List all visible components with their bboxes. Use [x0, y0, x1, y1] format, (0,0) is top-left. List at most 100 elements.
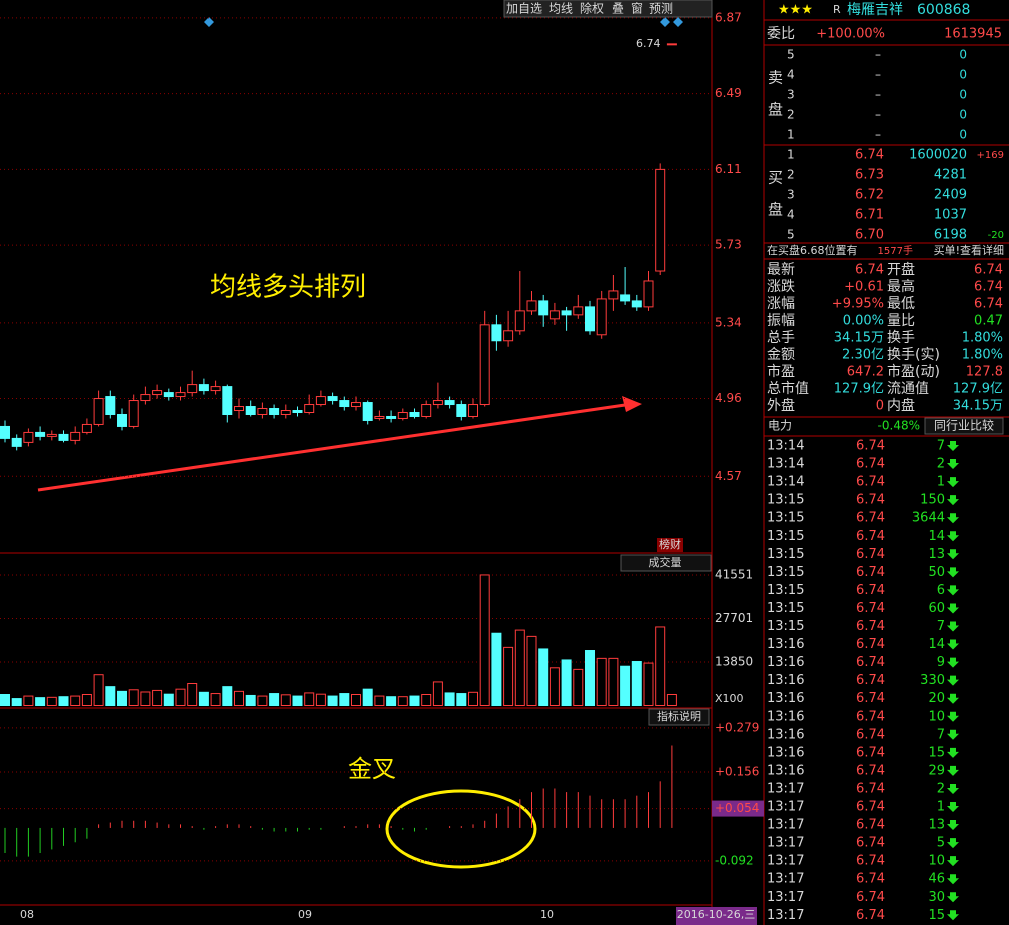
label: 最高	[887, 278, 915, 295]
label: 0	[876, 399, 884, 414]
candle-body	[210, 386, 221, 392]
trade-time: 13:15	[767, 547, 804, 562]
label: 1.80%	[962, 331, 1003, 346]
label: -0.48%	[878, 419, 920, 433]
ratio-label: 委比	[767, 26, 795, 42]
indicator-name[interactable]: 成交量	[649, 555, 682, 569]
down-arrow	[947, 567, 959, 578]
date-bg	[676, 907, 757, 925]
x-tick-label: 08	[20, 908, 34, 921]
down-arrow	[947, 531, 959, 542]
trade-time: 13:17	[767, 854, 804, 869]
label: 市盈(动)	[887, 363, 940, 380]
trade-volume: 10	[928, 709, 945, 724]
trade-price: 6.74	[856, 529, 885, 544]
trade-time: 13:15	[767, 619, 804, 634]
trade-time: 13:14	[767, 475, 804, 490]
down-arrow	[947, 747, 959, 758]
volume-bar	[409, 695, 420, 706]
volume-bar	[655, 626, 666, 706]
trade-price: 6.74	[856, 836, 885, 851]
trade-volume: 2	[937, 457, 945, 472]
label: 6.74	[974, 297, 1003, 312]
label: 换手(实)	[887, 346, 940, 363]
down-arrow	[947, 657, 959, 668]
toolbar-button[interactable]: 窗	[631, 2, 643, 16]
y-tick-label: +0.054	[715, 801, 759, 815]
down-arrow	[947, 477, 959, 488]
trade-volume: 330	[920, 673, 945, 688]
trade-price: 6.74	[856, 673, 885, 688]
candle-body	[514, 310, 525, 332]
toolbar-button[interactable]: 叠	[612, 2, 624, 16]
candle-body	[620, 294, 631, 302]
label: 4281	[934, 168, 967, 183]
label: 0.47	[974, 314, 1003, 329]
label: 1.80%	[962, 348, 1003, 363]
label: 4	[787, 208, 795, 222]
volume-bar	[210, 693, 221, 707]
y-tick-label: +0.279	[715, 720, 759, 734]
toolbar-button[interactable]: 预测	[649, 2, 673, 16]
label[interactable]: 买单!查看详细	[934, 243, 1004, 257]
volume-bar	[128, 689, 139, 706]
label: –	[875, 128, 881, 142]
volume-bar	[491, 632, 502, 706]
candle-body	[397, 412, 408, 419]
label: 0.00%	[843, 314, 884, 329]
candle-body	[561, 310, 572, 316]
candle-body	[339, 400, 350, 408]
trade-time: 13:17	[767, 781, 804, 796]
candle-body	[479, 324, 490, 406]
volume-bar	[152, 689, 163, 706]
volume-bar	[620, 665, 631, 706]
volume-bar	[222, 686, 233, 707]
trade-price: 6.74	[856, 800, 885, 815]
toolbar-bg	[503, 0, 713, 18]
candle-body	[140, 394, 151, 402]
candle-body	[538, 300, 549, 316]
candle-body	[35, 431, 46, 437]
label: 2	[787, 168, 795, 182]
label: 5	[787, 228, 795, 242]
toolbar-button[interactable]: 均线	[549, 2, 573, 16]
trade-time: 13:16	[767, 637, 804, 652]
down-arrow	[947, 693, 959, 704]
trade-time: 13:15	[767, 565, 804, 580]
trade-price: 6.74	[856, 781, 885, 796]
y-tick-label: 27701	[715, 611, 753, 625]
candle-body	[222, 386, 233, 415]
volume-bar	[70, 695, 81, 706]
label: 127.9亿	[953, 382, 1003, 397]
label: 2	[787, 108, 795, 122]
toolbar-button[interactable]: 除权	[580, 1, 604, 16]
volume-bar	[456, 693, 467, 707]
label: 涨跌	[767, 279, 795, 295]
label[interactable]: 同行业比较	[934, 418, 994, 433]
down-arrow	[947, 892, 959, 903]
candle-body	[631, 300, 642, 308]
candle-body	[245, 406, 256, 415]
trade-time: 13:15	[767, 529, 804, 544]
volume-bar	[175, 688, 186, 707]
toolbar-button[interactable]: 加自选	[506, 2, 542, 16]
candle-body	[46, 433, 57, 437]
trade-volume: 15	[928, 908, 945, 923]
volume-bar	[561, 659, 572, 706]
label: 6.74	[855, 148, 884, 163]
label: 4	[787, 68, 795, 82]
candle-body	[163, 392, 174, 398]
label: 647.2	[847, 365, 884, 380]
trend-arrow	[37, 403, 626, 492]
label: 1	[787, 128, 795, 142]
indicator-help[interactable]: 指标说明	[657, 709, 701, 723]
volume-bar	[631, 661, 642, 706]
trade-price: 6.74	[856, 457, 885, 472]
volume-bar	[421, 694, 432, 706]
label: 5	[787, 48, 795, 62]
label: 涨幅	[767, 296, 795, 312]
volume-bar	[163, 693, 174, 707]
label: 1037	[934, 208, 967, 223]
candle-body	[327, 396, 338, 402]
candle-body	[456, 404, 467, 417]
